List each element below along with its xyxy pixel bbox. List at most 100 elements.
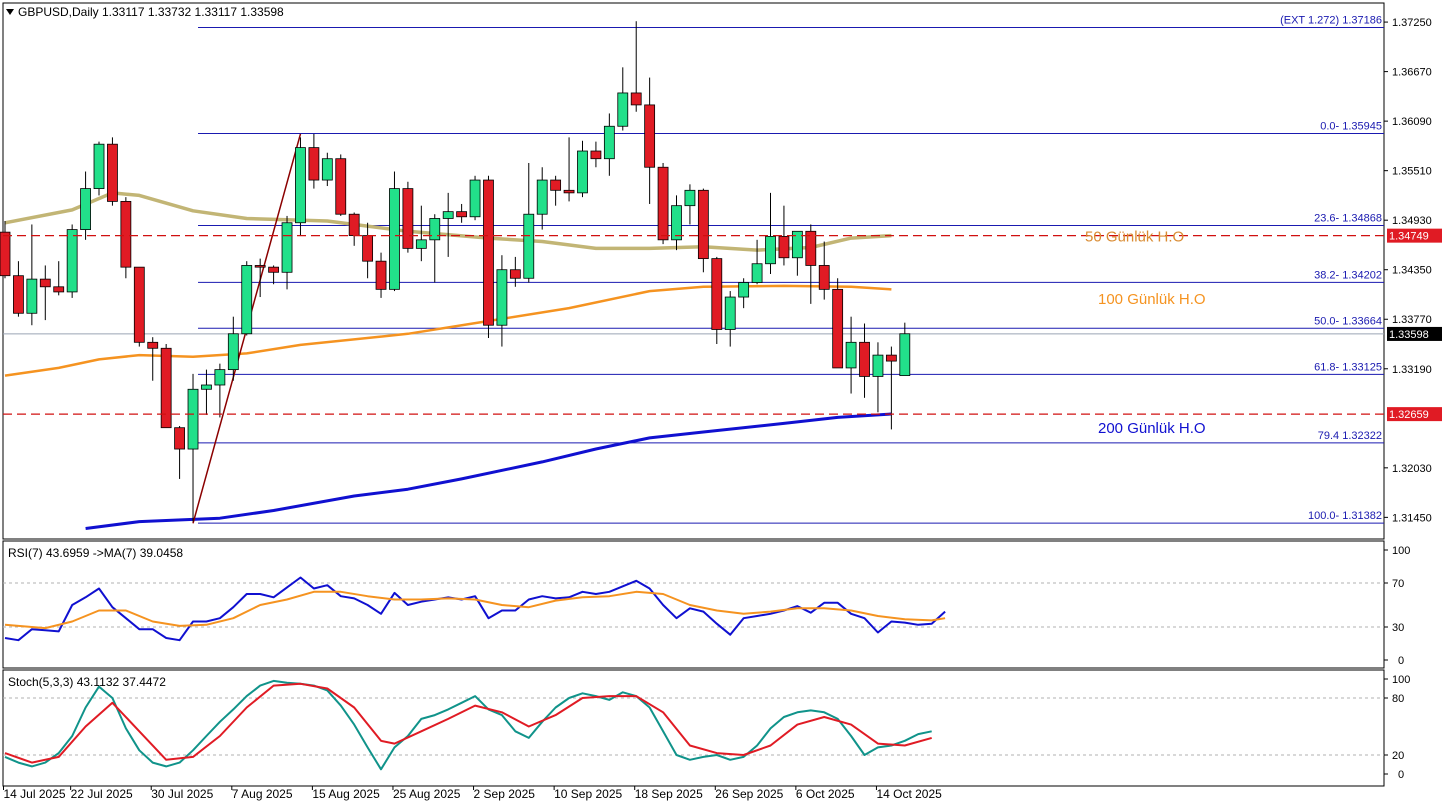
ma-labels: 50 Günlük H.O 100 Günlük H.O 200 Günlük H.…: [1085, 229, 1206, 437]
price-tick-label: 1.32030: [1392, 463, 1432, 475]
stoch-title: Stoch(5,3,3) 43.1132 37.4472: [8, 675, 166, 689]
rsi-indicator: 100 70 30 0: [3, 545, 1410, 667]
candle-body: [590, 150, 602, 160]
candle-body: [550, 179, 562, 191]
candle-body: [80, 188, 91, 230]
indicator-line: [4, 590, 946, 630]
candle-body: [872, 354, 884, 377]
candle-body: [214, 369, 226, 386]
candle-body: [684, 189, 696, 207]
candle-body: [13, 275, 24, 314]
candle-body: [536, 179, 548, 215]
candle-body: [577, 150, 588, 194]
candle-body: [53, 286, 65, 293]
stoch-pane[interactable]: [2, 669, 1385, 787]
candle-body: [321, 158, 333, 181]
time-tick-label: 6 Oct 2025: [796, 787, 855, 801]
time-tick-label: 18 Sep 2025: [635, 787, 703, 801]
collapse-triangle-icon[interactable]: [6, 9, 14, 15]
price-tick-label: 1.36090: [1392, 116, 1432, 128]
candle-body: [442, 211, 454, 219]
candle-body: [805, 230, 817, 266]
candle-body: [362, 235, 374, 262]
fib-level-label: (EXT 1.272) 1.37186: [1280, 15, 1382, 27]
fib-level-label: 38.2- 1.34202: [1314, 269, 1382, 281]
candle-body: [711, 258, 723, 330]
candle-body: [348, 213, 360, 236]
candle-body: [39, 278, 51, 288]
candle-body: [818, 265, 830, 290]
candle-body: [133, 266, 145, 343]
candle-body: [630, 92, 642, 106]
time-tick-label: 25 Aug 2025: [393, 787, 461, 801]
candle-body: [657, 166, 669, 241]
ma-label: 100 Günlük H.O: [1098, 291, 1206, 308]
ma-line: [4, 284, 892, 377]
candle-body: [509, 269, 521, 279]
candle-body: [859, 341, 870, 377]
rsi-pane[interactable]: [2, 540, 1385, 669]
candle-body: [483, 179, 494, 326]
indicator-tick-label: 20: [1392, 750, 1404, 762]
time-axis: 14 Jul 2025 22 Jul 2025 30 Jul 2025 7 Aug 2…: [3, 786, 942, 801]
candle-body: [160, 347, 172, 429]
candle-body: [832, 288, 844, 369]
time-tick-label: 15 Aug 2025: [312, 787, 380, 801]
symbol-label: GBPUSD,Daily: [18, 5, 99, 19]
candle-body: [778, 236, 790, 259]
candle-body: [469, 179, 481, 218]
rsi-title: RSI(7) 43.6959 ->MA(7) 39.0458: [8, 546, 183, 560]
indicator-line: [4, 682, 932, 764]
candle-body: [120, 201, 132, 268]
candle-body: [496, 269, 508, 326]
ohlc-values: 1.33117 1.33732 1.33117 1.33598: [102, 5, 284, 19]
fib-level-label: 23.6- 1.34868: [1314, 212, 1382, 224]
candle-body: [899, 333, 911, 377]
candle-body: [375, 260, 387, 290]
price-tick-label: 1.34350: [1392, 265, 1432, 277]
candle-body: [66, 229, 78, 293]
indicator-line: [4, 679, 932, 771]
price-tag-label: 1.34749: [1389, 231, 1429, 243]
candle-body: [254, 265, 266, 268]
candle-body: [791, 230, 803, 259]
candle-body: [174, 427, 185, 450]
candle-body: [765, 236, 776, 265]
candle-body: [201, 384, 212, 390]
candle-body: [523, 213, 535, 279]
candle-body: [415, 239, 427, 249]
time-tick-label: 2 Sep 2025: [474, 787, 536, 801]
current-price-tag: [1387, 326, 1442, 341]
candle-body: [603, 125, 615, 160]
fib-level-label: 100.0- 1.31382: [1308, 510, 1382, 522]
price-tag-label: 1.32659: [1389, 409, 1429, 421]
candle-body: [0, 231, 11, 277]
indicator-tick-label: 70: [1392, 578, 1404, 590]
indicator-tick-label: 100: [1392, 545, 1410, 557]
candle-body: [845, 341, 857, 369]
time-tick-label: 26 Sep 2025: [715, 787, 783, 801]
candle-body: [429, 218, 441, 241]
ma-line: [85, 412, 892, 530]
price-tag: [1387, 228, 1442, 243]
candle-body: [456, 211, 468, 218]
price-axis: 1.34749 1.32659 1.37250 1.36670 1.36090 1.355…: [1384, 17, 1442, 524]
candle-body: [389, 188, 400, 290]
time-tick-label: 14 Oct 2025: [876, 787, 942, 801]
time-tick-label: 10 Sep 2025: [554, 787, 622, 801]
candle-body: [697, 189, 709, 260]
time-tick-label: 30 Jul 2025: [151, 787, 213, 801]
price-tag: [1387, 407, 1442, 422]
candle-body: [147, 341, 159, 349]
candle-body: [295, 147, 306, 224]
ma-label: 50 Günlük H.O: [1085, 229, 1184, 246]
candle-body: [241, 265, 253, 335]
time-tick-label: 7 Aug 2025: [232, 787, 293, 801]
candle-body: [738, 282, 750, 298]
candle-body: [644, 104, 656, 168]
candle-body: [227, 333, 239, 371]
time-tick-label: 14 Jul 2025: [4, 787, 66, 801]
candle-body: [187, 388, 199, 450]
main-price-pane[interactable]: [2, 2, 1385, 540]
